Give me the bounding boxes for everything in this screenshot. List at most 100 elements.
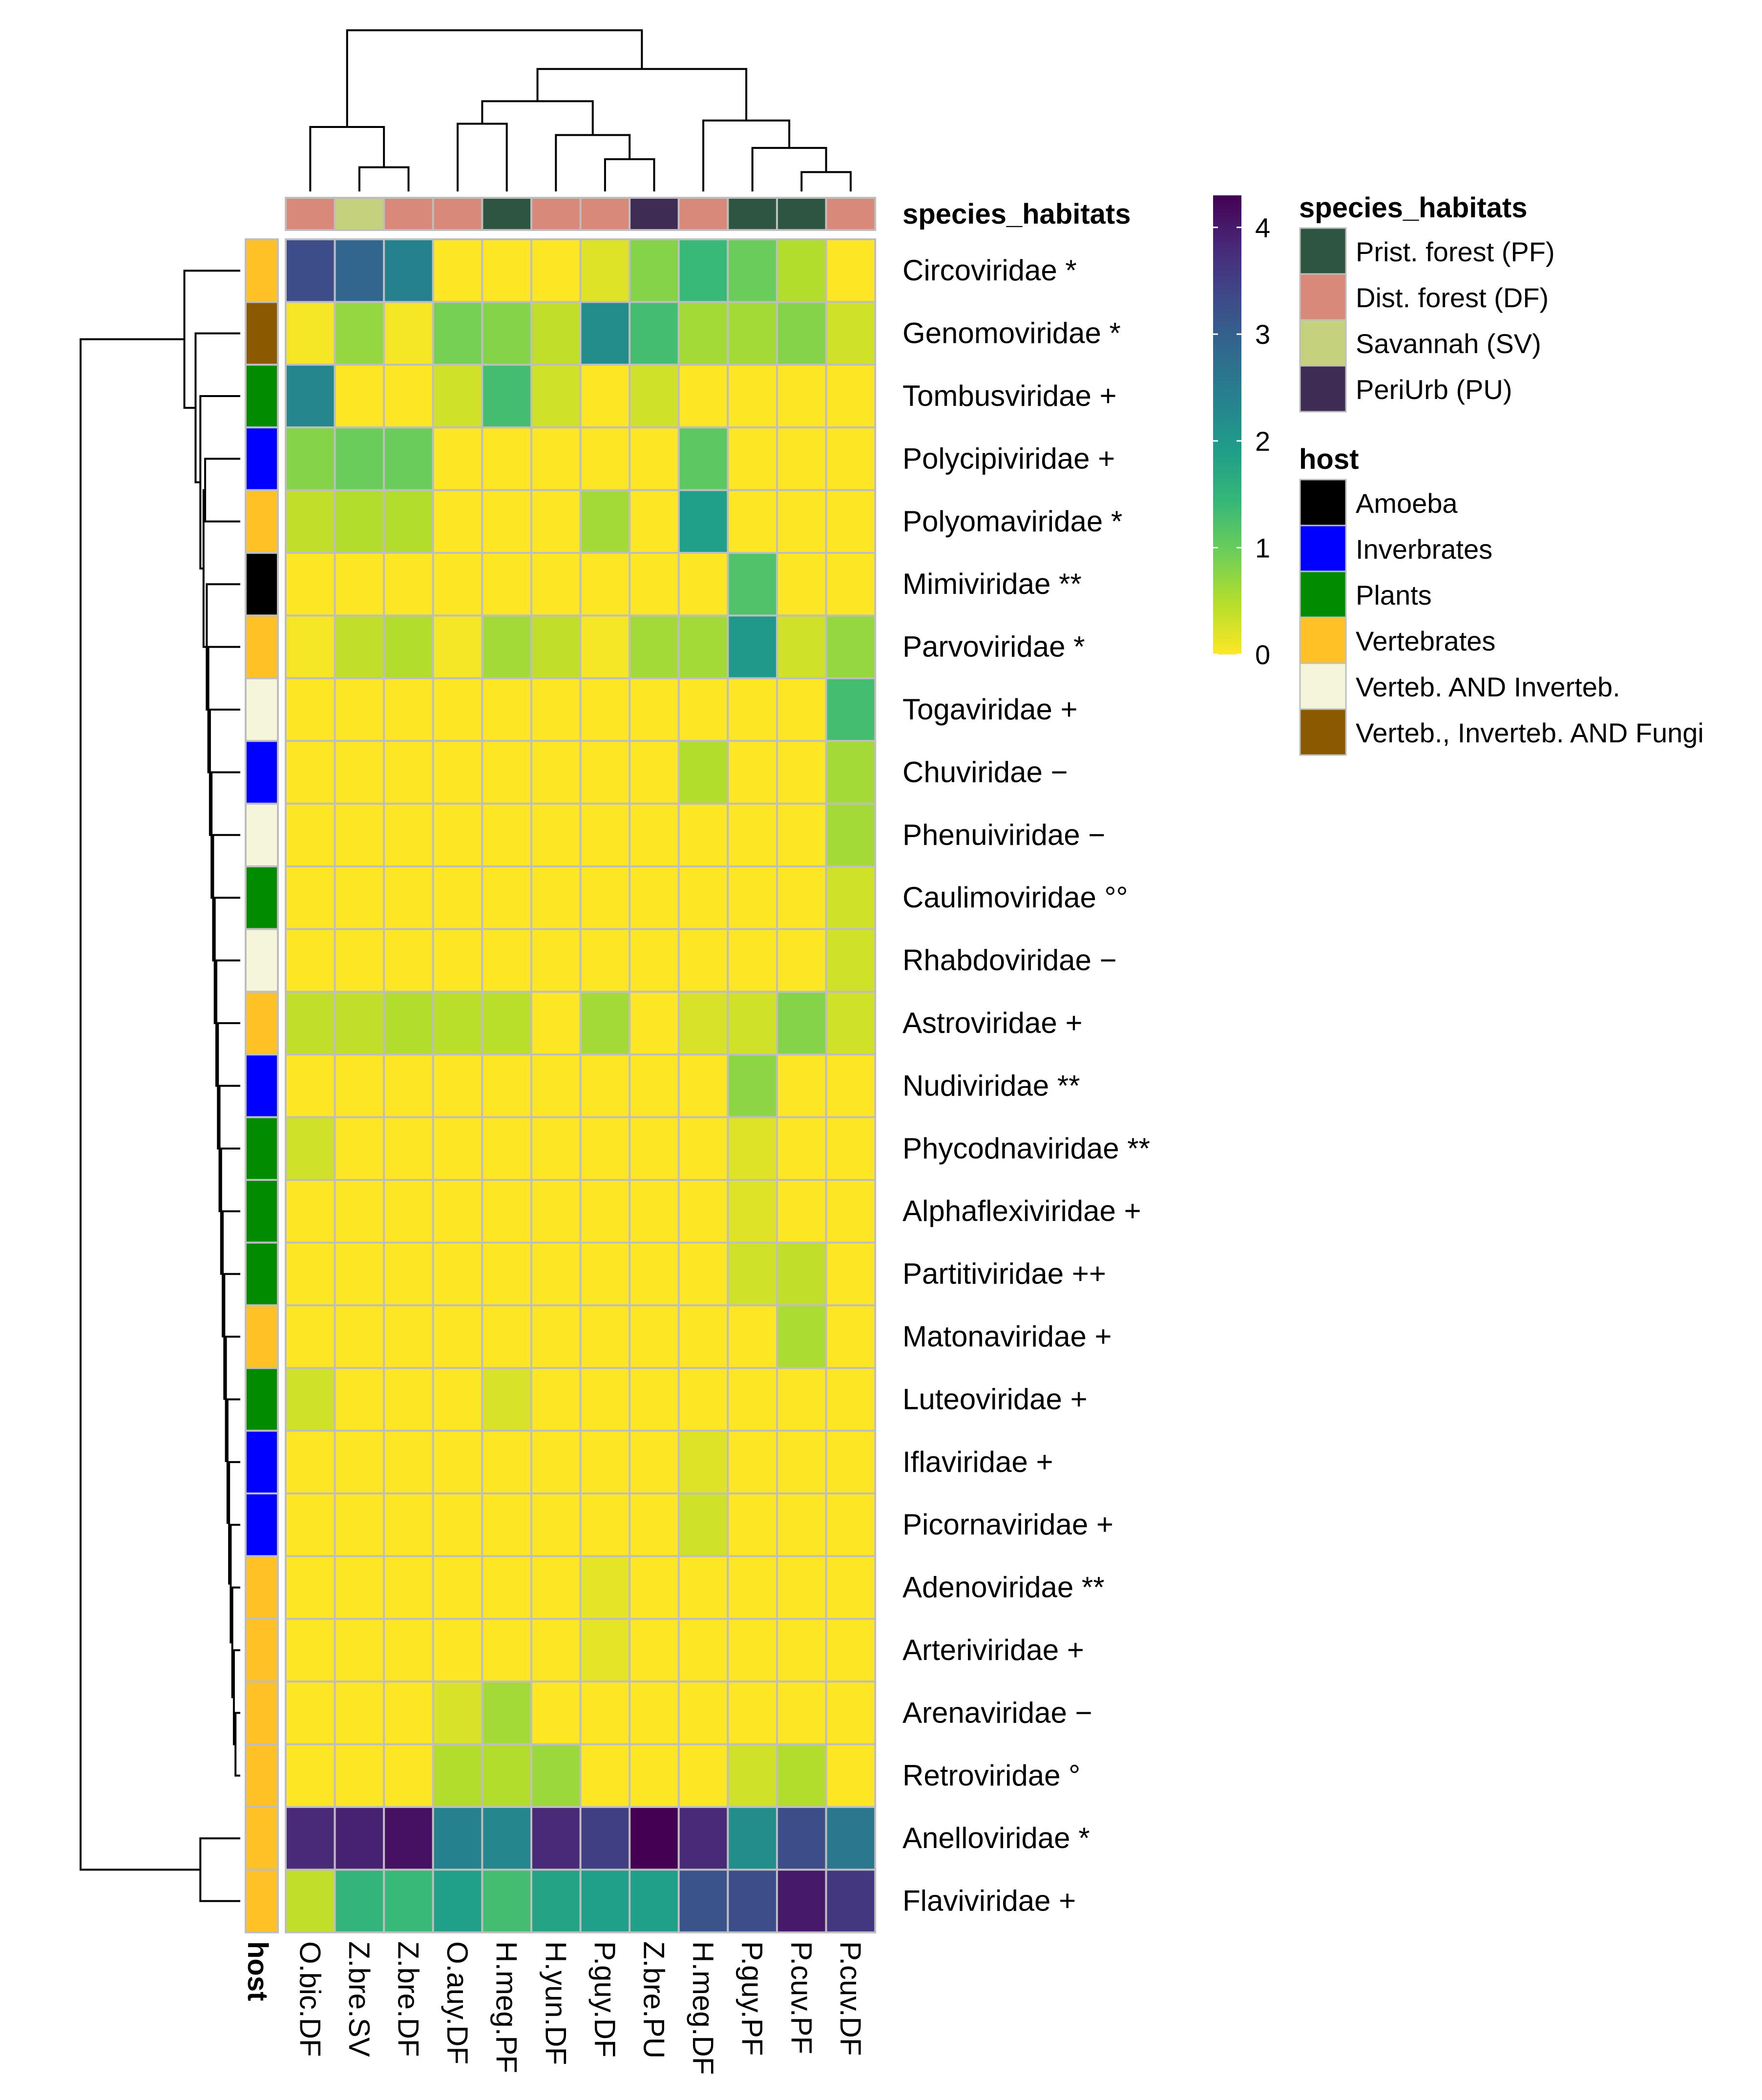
- heatmap-cell-rhabdoviridae-p-guy-df: [579, 928, 631, 993]
- heatmap-cell-astroviridae-h-meg-df: [677, 990, 729, 1056]
- row-label-picornaviridae: Picornaviridae +: [902, 1508, 1113, 1541]
- legend-label-prist-forest-pf: Prist. forest (PF): [1356, 236, 1555, 267]
- host-cell-polyomaviridae: [245, 489, 279, 554]
- legend-swatch-savannah-sv: [1299, 319, 1347, 367]
- heatmap-cell-phenuiviridae-o-bic-df: [285, 802, 336, 867]
- row-label-phenuiviridae: Phenuiviridae −: [902, 819, 1105, 851]
- heatmap-cell-matonaviridae-h-meg-df: [677, 1304, 729, 1369]
- row-label-mimiviridae: Mimiviridae **: [902, 567, 1082, 600]
- heatmap-cell-arenaviridae-o-auy-df: [432, 1680, 483, 1745]
- heatmap-cell-caulimoviridae-z-bre-sv: [334, 865, 385, 930]
- heatmap-cell-togaviridae-z-bre-df: [383, 677, 434, 742]
- heatmap-cell-alphaflexiviridae-p-guy-pf: [727, 1179, 778, 1244]
- heatmap-cell-picornaviridae-z-bre-sv: [334, 1492, 385, 1557]
- heatmap-cell-flaviviridae-h-meg-df: [677, 1869, 729, 1933]
- heatmap-cell-adenoviridae-p-cuv-pf: [776, 1555, 827, 1620]
- heatmap-cell-genomoviridae-h-meg-pf: [481, 301, 533, 366]
- heatmap-cell-adenoviridae-p-cuv-df: [825, 1555, 877, 1620]
- heatmap-cell-retroviridae-z-bre-sv: [334, 1743, 385, 1808]
- heatmap-cell-polycipiviridae-z-bre-pu: [629, 426, 680, 491]
- heatmap-cell-flaviviridae-p-guy-df: [579, 1869, 631, 1933]
- heatmap-cell-retroviridae-h-meg-df: [677, 1743, 729, 1808]
- heatmap-cell-luteoviridae-z-bre-df: [383, 1367, 434, 1432]
- heatmap-cell-matonaviridae-p-guy-df: [579, 1304, 631, 1369]
- row-label-luteoviridae: Luteoviridae +: [902, 1383, 1088, 1415]
- habitat-cell-h-yun-df: [530, 197, 582, 231]
- row-label-circoviridae: Circoviridae *: [902, 254, 1077, 287]
- host-cell-circoviridae: [245, 238, 279, 303]
- host-cell-retroviridae: [245, 1743, 279, 1808]
- legend-host: host Amoeba Inverbrates Plants Vertebrates Ve…: [1299, 443, 1704, 756]
- heatmap-cell-luteoviridae-h-meg-pf: [481, 1367, 533, 1432]
- heatmap-cell-iflaviridae-o-bic-df: [285, 1429, 336, 1495]
- heatmap-cell-phycodnaviridae-z-bre-pu: [629, 1116, 680, 1181]
- heatmap-cell-circoviridae-h-meg-df: [677, 238, 729, 303]
- heatmap-cell-circoviridae-p-cuv-df: [825, 238, 877, 303]
- column-label-p-cuv-df: P.cuv.DF: [834, 1941, 867, 2056]
- host-cell-polycipiviridae: [245, 426, 279, 491]
- heatmap-cell-partitiviridae-h-meg-pf: [481, 1241, 533, 1306]
- host-cell-phenuiviridae: [245, 802, 279, 867]
- heatmap-cell-flaviviridae-h-meg-pf: [481, 1869, 533, 1933]
- heatmap-cell-parvoviridae-p-guy-pf: [727, 614, 778, 679]
- legend-label-plants: Plants: [1356, 580, 1432, 610]
- heatmap-cell-arteriviridae-z-bre-sv: [334, 1617, 385, 1683]
- heatmap-cell-adenoviridae-z-bre-pu: [629, 1555, 680, 1620]
- heatmap-cell-phycodnaviridae-z-bre-sv: [334, 1116, 385, 1181]
- heatmap-cell-nudiviridae-h-yun-df: [530, 1053, 582, 1118]
- heatmap-cell-circoviridae-h-meg-pf: [481, 238, 533, 303]
- heatmap-cell-alphaflexiviridae-h-meg-pf: [481, 1179, 533, 1244]
- habitat-cell-z-bre-sv: [334, 197, 385, 231]
- heatmap-cell-rhabdoviridae-p-cuv-pf: [776, 928, 827, 993]
- column-labels: O.bic.DF Z.bre.SV Z.bre.DF O.auy.DF H.meg.PF…: [294, 1941, 867, 2075]
- column-dendrogram: [309, 29, 852, 191]
- color-scale-tick-4: 4: [1255, 212, 1270, 243]
- heatmap-cell-arteriviridae-h-meg-pf: [481, 1617, 533, 1683]
- heatmap-cell-nudiviridae-z-bre-sv: [334, 1053, 385, 1118]
- heatmap-cell-astroviridae-h-meg-pf: [481, 990, 533, 1056]
- heatmap-cell-iflaviridae-h-meg-pf: [481, 1429, 533, 1495]
- heatmap-cell-alphaflexiviridae-o-auy-df: [432, 1179, 483, 1244]
- heatmap-cell-anelloviridae-z-bre-pu: [629, 1806, 680, 1871]
- heatmap-cell-polyomaviridae-p-guy-pf: [727, 489, 778, 554]
- heatmap-cell-togaviridae-o-auy-df: [432, 677, 483, 742]
- heatmap-cell-genomoviridae-o-bic-df: [285, 301, 336, 366]
- heatmap-cell-retroviridae-p-guy-df: [579, 1743, 631, 1808]
- heatmap-cell-chuviridae-o-bic-df: [285, 740, 336, 805]
- heatmap-cell-circoviridae-p-guy-pf: [727, 238, 778, 303]
- heatmap-cell-adenoviridae-h-yun-df: [530, 1555, 582, 1620]
- heatmap-cell-polycipiviridae-h-yun-df: [530, 426, 582, 491]
- heatmap-cell-tombusviridae-p-cuv-df: [825, 363, 877, 429]
- heatmap-cell-tombusviridae-h-meg-pf: [481, 363, 533, 429]
- legend-swatch-vertebrates: [1299, 616, 1347, 664]
- column-label-o-auy-df: O.auy.DF: [441, 1941, 474, 2064]
- species-habitats-annotation: [285, 197, 877, 231]
- heatmap-cell-iflaviridae-p-cuv-df: [825, 1429, 877, 1495]
- heatmap-cell-anelloviridae-p-guy-pf: [727, 1806, 778, 1871]
- heatmap-cell-circoviridae-p-guy-df: [579, 238, 631, 303]
- heatmap-cell-circoviridae-p-cuv-pf: [776, 238, 827, 303]
- heatmap-cell-adenoviridae-p-guy-pf: [727, 1555, 778, 1620]
- heatmap-cell-phenuiviridae-p-guy-pf: [727, 802, 778, 867]
- heatmap-cell-alphaflexiviridae-p-guy-df: [579, 1179, 631, 1244]
- heatmap-cell-parvoviridae-o-auy-df: [432, 614, 483, 679]
- heatmap-cell-arteriviridae-z-bre-pu: [629, 1617, 680, 1683]
- heatmap-cell-phenuiviridae-p-cuv-pf: [776, 802, 827, 867]
- heatmap-cell-togaviridae-p-cuv-pf: [776, 677, 827, 742]
- heatmap-cell-arenaviridae-p-guy-df: [579, 1680, 631, 1745]
- heatmap-cell-polyomaviridae-z-bre-df: [383, 489, 434, 554]
- heatmap-cell-anelloviridae-h-yun-df: [530, 1806, 582, 1871]
- heatmap-cell-partitiviridae-p-guy-df: [579, 1241, 631, 1306]
- row-label-chuviridae: Chuviridae −: [902, 756, 1068, 788]
- heatmap-cell-rhabdoviridae-h-meg-pf: [481, 928, 533, 993]
- host-cell-anelloviridae: [245, 1806, 279, 1871]
- heatmap-cell-rhabdoviridae-p-cuv-df: [825, 928, 877, 993]
- heatmap-cell-nudiviridae-z-bre-df: [383, 1053, 434, 1118]
- heatmap-cell-phenuiviridae-h-meg-df: [677, 802, 729, 867]
- heatmap-cell-polyomaviridae-p-guy-df: [579, 489, 631, 554]
- heatmap-cell-genomoviridae-p-guy-pf: [727, 301, 778, 366]
- host-cell-arenaviridae: [245, 1680, 279, 1745]
- heatmap-cell-phenuiviridae-z-bre-pu: [629, 802, 680, 867]
- row-label-anelloviridae: Anelloviridae *: [902, 1822, 1090, 1854]
- heatmap-cell-alphaflexiviridae-o-bic-df: [285, 1179, 336, 1244]
